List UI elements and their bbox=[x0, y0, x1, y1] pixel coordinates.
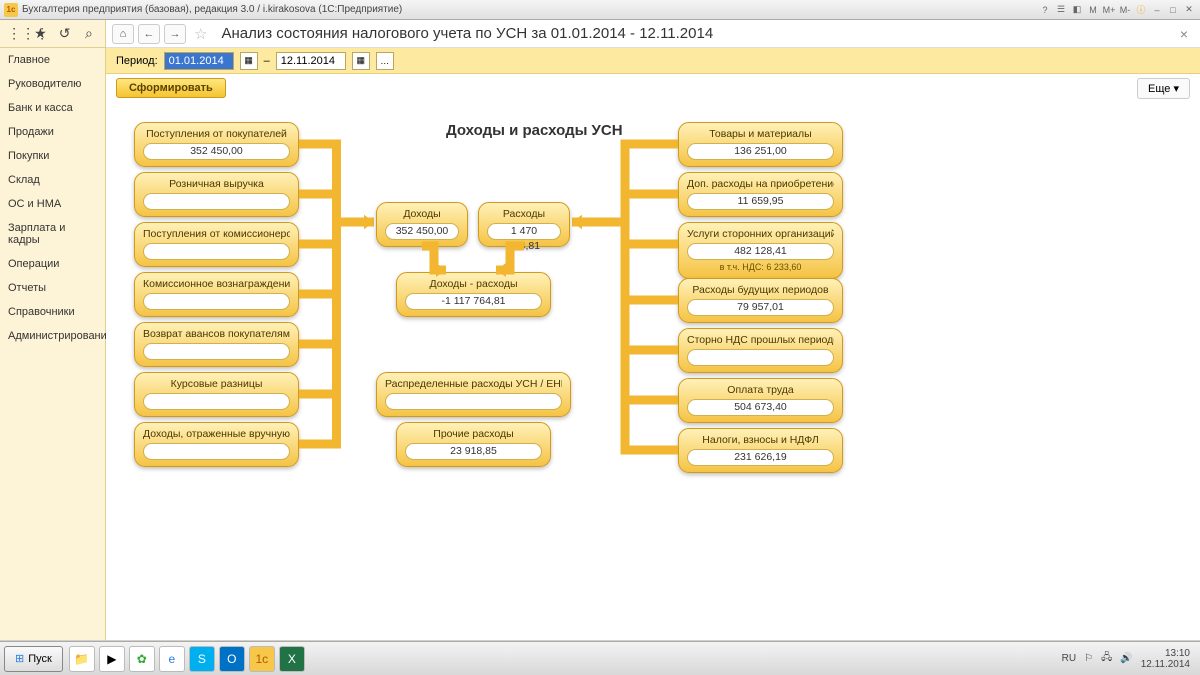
sidebar-item-6[interactable]: ОС и НМА bbox=[0, 192, 105, 216]
back-button[interactable]: ← bbox=[138, 24, 160, 44]
start-button[interactable]: ⊞ Пуск bbox=[4, 646, 63, 672]
sidebar-item-7[interactable]: Зарплата и кадры bbox=[0, 216, 105, 252]
flow-arrow bbox=[116, 102, 1190, 630]
sidebar: ⋮⋮⋮ ★ ↺ ⌕ ГлавноеРуководителюБанк и касс… bbox=[0, 20, 106, 640]
sidebar-item-5[interactable]: Склад bbox=[0, 168, 105, 192]
tray-time: 13:10 bbox=[1141, 648, 1190, 659]
period-bar: Период: ▦ – ▦ … bbox=[106, 48, 1200, 74]
action-bar: Сформировать Еще ▾ bbox=[106, 74, 1200, 102]
history-icon[interactable]: ↺ bbox=[56, 25, 74, 42]
more-button[interactable]: Еще ▾ bbox=[1137, 78, 1190, 99]
taskbar: ⊞ Пуск 📁 ▶ ✿ e S O 1c X RU ⚐ 🖧 🔊 13:10 1… bbox=[0, 641, 1200, 675]
period-label: Период: bbox=[116, 55, 158, 67]
info-icon[interactable]: ⓘ bbox=[1134, 3, 1148, 17]
help-icon[interactable]: ? bbox=[1038, 3, 1052, 17]
tray-flag-icon[interactable]: ⚐ bbox=[1084, 653, 1093, 664]
system-tray: RU ⚐ 🖧 🔊 13:10 12.11.2014 bbox=[1056, 648, 1196, 670]
sidebar-item-2[interactable]: Банк и касса bbox=[0, 96, 105, 120]
grid-icon[interactable]: ⋮⋮⋮ bbox=[7, 25, 25, 42]
start-label: Пуск bbox=[28, 653, 52, 665]
date-to-picker-icon[interactable]: ▦ bbox=[352, 52, 370, 70]
page-title: Анализ состояния налогового учета по УСН… bbox=[221, 25, 1169, 42]
taskbar-apps: 📁 ▶ ✿ e S O 1c X bbox=[69, 646, 305, 672]
taskbar-app-ie[interactable]: e bbox=[159, 646, 185, 672]
date-from-input[interactable] bbox=[164, 52, 234, 70]
close-page-icon[interactable]: × bbox=[1174, 26, 1194, 42]
windows-logo-icon: ⊞ bbox=[15, 652, 24, 665]
date-to-input[interactable] bbox=[276, 52, 346, 70]
favorite-icon[interactable]: ☆ bbox=[194, 25, 207, 43]
minimize-icon[interactable]: – bbox=[1150, 3, 1164, 17]
tray-network-icon[interactable]: 🖧 bbox=[1101, 650, 1112, 667]
page-toolbar: ⌂ ← → ☆ Анализ состояния налогового учет… bbox=[106, 20, 1200, 48]
sidebar-item-11[interactable]: Администрирование bbox=[0, 324, 105, 348]
sidebar-item-9[interactable]: Отчеты bbox=[0, 276, 105, 300]
window-titlebar: 1c Бухгалтерия предприятия (базовая), ре… bbox=[0, 0, 1200, 20]
sidebar-toolbar: ⋮⋮⋮ ★ ↺ ⌕ bbox=[0, 20, 105, 48]
taskbar-app-media[interactable]: ▶ bbox=[99, 646, 125, 672]
sidebar-item-10[interactable]: Справочники bbox=[0, 300, 105, 324]
period-ellipsis-button[interactable]: … bbox=[376, 52, 394, 70]
calc-icon[interactable]: ☰ bbox=[1054, 3, 1068, 17]
sidebar-item-1[interactable]: Руководителю bbox=[0, 72, 105, 96]
sidebar-item-0[interactable]: Главное bbox=[0, 48, 105, 72]
taskbar-app-excel[interactable]: X bbox=[279, 646, 305, 672]
m-minus-icon[interactable]: M- bbox=[1118, 3, 1132, 17]
tray-lang[interactable]: RU bbox=[1062, 653, 1076, 664]
sidebar-item-3[interactable]: Продажи bbox=[0, 120, 105, 144]
taskbar-app-skype[interactable]: S bbox=[189, 646, 215, 672]
sidebar-item-8[interactable]: Операции bbox=[0, 252, 105, 276]
home-button[interactable]: ⌂ bbox=[112, 24, 134, 44]
forward-button[interactable]: → bbox=[164, 24, 186, 44]
app-logo-icon: 1c bbox=[4, 3, 18, 17]
tray-volume-icon[interactable]: 🔊 bbox=[1120, 653, 1132, 664]
calendar-icon[interactable]: ◧ bbox=[1070, 3, 1084, 17]
window-controls: ? ☰ ◧ M M+ M- ⓘ – □ ✕ bbox=[1038, 3, 1196, 17]
diagram-canvas: Доходы и расходы УСН Поступления от поку… bbox=[116, 102, 1190, 630]
taskbar-app-1c[interactable]: 1c bbox=[249, 646, 275, 672]
date-from-picker-icon[interactable]: ▦ bbox=[240, 52, 258, 70]
close-icon[interactable]: ✕ bbox=[1182, 3, 1196, 17]
window-title: Бухгалтерия предприятия (базовая), редак… bbox=[22, 4, 1038, 15]
taskbar-app-explorer[interactable]: 📁 bbox=[69, 646, 95, 672]
search-icon[interactable]: ⌕ bbox=[80, 25, 98, 42]
sidebar-item-4[interactable]: Покупки bbox=[0, 144, 105, 168]
generate-button[interactable]: Сформировать bbox=[116, 78, 226, 98]
tray-date: 12.11.2014 bbox=[1141, 659, 1190, 670]
taskbar-app-outlook[interactable]: O bbox=[219, 646, 245, 672]
taskbar-app-icq[interactable]: ✿ bbox=[129, 646, 155, 672]
tray-clock[interactable]: 13:10 12.11.2014 bbox=[1141, 648, 1190, 670]
m-plus-icon[interactable]: M+ bbox=[1102, 3, 1116, 17]
period-dash: – bbox=[264, 55, 270, 67]
star-icon[interactable]: ★ bbox=[31, 25, 49, 42]
main-area: ⌂ ← → ☆ Анализ состояния налогового учет… bbox=[106, 20, 1200, 640]
m-icon[interactable]: M bbox=[1086, 3, 1100, 17]
maximize-icon[interactable]: □ bbox=[1166, 3, 1180, 17]
